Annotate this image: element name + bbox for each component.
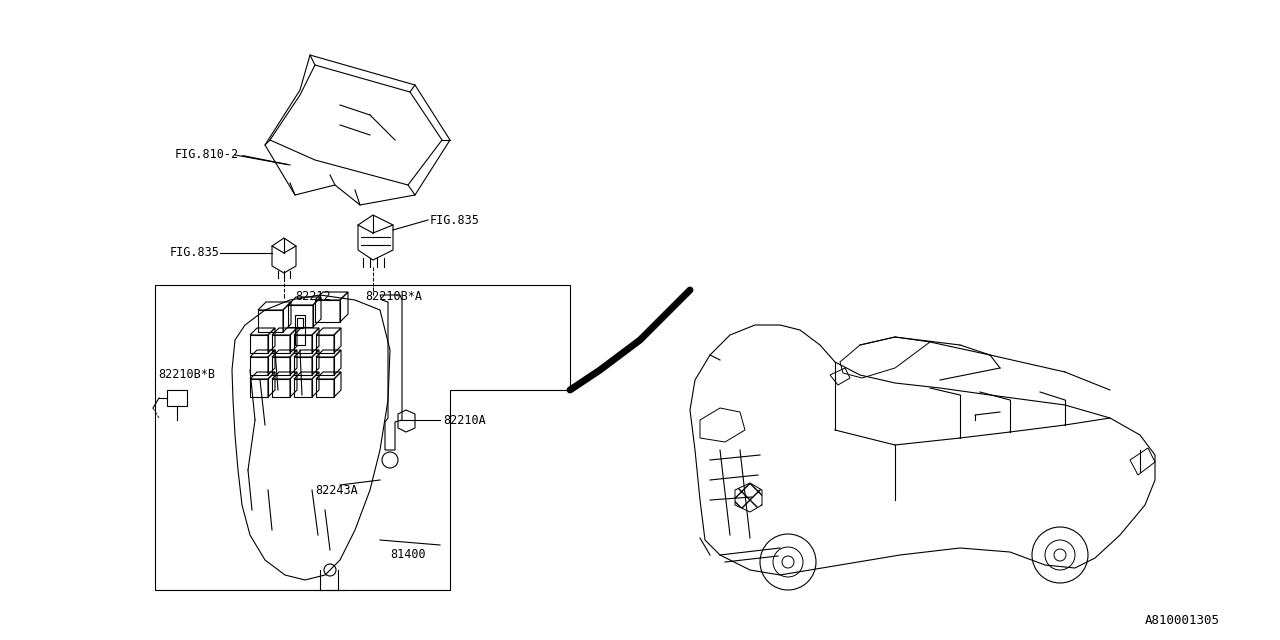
Bar xyxy=(288,305,314,327)
Bar xyxy=(294,357,312,375)
Text: FIG.835: FIG.835 xyxy=(430,214,480,227)
Bar xyxy=(315,300,340,322)
Text: FIG.835: FIG.835 xyxy=(170,246,220,259)
Bar xyxy=(294,379,312,397)
Text: 82212: 82212 xyxy=(294,291,330,303)
Bar xyxy=(316,335,334,353)
Text: 82243A: 82243A xyxy=(315,483,357,497)
Bar xyxy=(250,335,268,353)
Bar xyxy=(273,335,291,353)
Bar xyxy=(294,335,312,353)
Bar xyxy=(316,379,334,397)
Text: 82210A: 82210A xyxy=(443,413,485,426)
Bar xyxy=(297,318,303,328)
Bar xyxy=(250,357,268,375)
Bar xyxy=(250,379,268,397)
Text: 82210B*B: 82210B*B xyxy=(157,369,215,381)
Text: 81400: 81400 xyxy=(390,548,426,561)
Text: FIG.810-2: FIG.810-2 xyxy=(175,148,239,161)
Bar xyxy=(259,310,283,332)
Text: A810001305: A810001305 xyxy=(1146,614,1220,627)
Bar xyxy=(294,315,305,345)
Bar xyxy=(166,390,187,406)
Bar xyxy=(273,379,291,397)
Bar xyxy=(273,357,291,375)
Text: 82210B*A: 82210B*A xyxy=(365,291,422,303)
Bar xyxy=(316,357,334,375)
